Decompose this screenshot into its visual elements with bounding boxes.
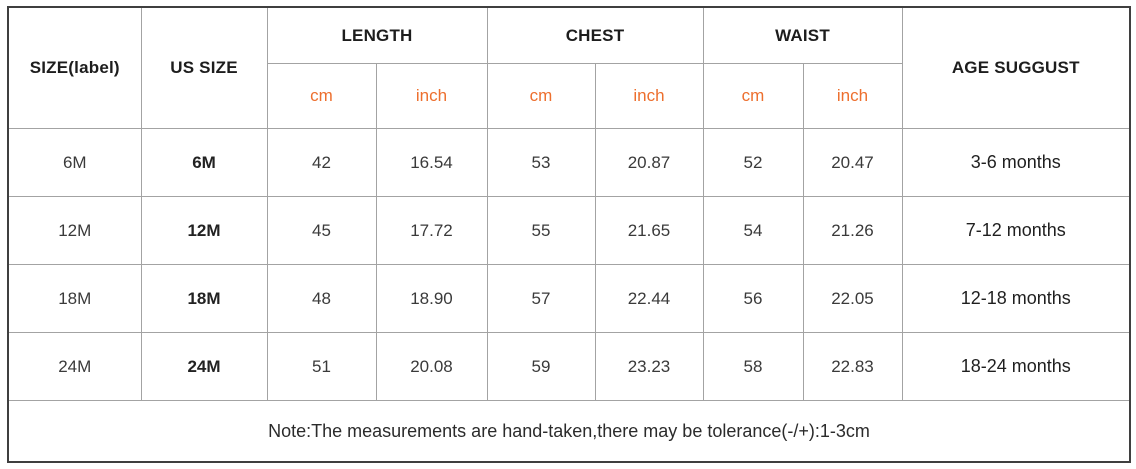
cell-waist-cm: 56: [702, 264, 804, 333]
header-waist: WAIST: [702, 6, 903, 64]
header-size-label: SIZE(label): [7, 6, 142, 129]
cell-length-cm: 42: [266, 128, 377, 197]
cell-us-size: 18M: [140, 264, 268, 333]
note-row: Note:The measurements are hand-taken,the…: [7, 400, 1131, 463]
cell-waist-inch: 20.47: [802, 128, 903, 197]
cell-chest-cm: 53: [486, 128, 596, 197]
cell-chest-cm: 57: [486, 264, 596, 333]
cell-waist-inch: 21.26: [802, 196, 903, 265]
header-length: LENGTH: [266, 6, 488, 64]
size-chart-table: SIZE(label) US SIZE LENGTH CHEST WAIST A…: [7, 6, 1131, 463]
header-unit-row: cm inch cm inch cm inch: [8, 63, 1130, 129]
cell-chest-inch: 21.65: [594, 196, 704, 265]
cell-length-cm: 48: [266, 264, 377, 333]
note-text: Note:The measurements are hand-taken,the…: [7, 400, 1131, 463]
cell-us-size: 6M: [140, 128, 268, 197]
header-us-size: US SIZE: [140, 6, 268, 129]
unit-inch-chest: inch: [594, 63, 704, 129]
cell-size-label: 18M: [7, 264, 142, 333]
cell-waist-inch: 22.05: [802, 264, 903, 333]
cell-length-inch: 16.54: [375, 128, 488, 197]
header-chest: CHEST: [486, 6, 704, 64]
cell-waist-cm: 54: [702, 196, 804, 265]
table-row-24m: 24M 24M 51 20.08 59 23.23 58 22.83 18-24…: [7, 332, 1131, 401]
header-group-row: SIZE(label) US SIZE LENGTH CHEST WAIST A…: [7, 6, 1131, 129]
cell-chest-cm: 55: [486, 196, 596, 265]
cell-length-inch: 18.90: [375, 264, 488, 333]
cell-chest-cm: 59: [486, 332, 596, 401]
unit-inch-length: inch: [375, 63, 488, 129]
cell-chest-inch: 23.23: [594, 332, 704, 401]
cell-waist-cm: 58: [702, 332, 804, 401]
cell-age-suggest: 18-24 months: [901, 332, 1131, 401]
cell-chest-inch: 22.44: [594, 264, 704, 333]
table-row-12m: 12M 12M 45 17.72 55 21.65 54 21.26 7-12 …: [7, 196, 1131, 265]
cell-size-label: 24M: [7, 332, 142, 401]
table-row-18m: 18M 18M 48 18.90 57 22.44 56 22.05 12-18…: [7, 264, 1131, 333]
cell-length-inch: 17.72: [375, 196, 488, 265]
table-row-6m: 6M 6M 42 16.54 53 20.87 52 20.47 3-6 mon…: [7, 128, 1131, 197]
cell-size-label: 6M: [7, 128, 142, 197]
cell-length-cm: 45: [266, 196, 377, 265]
unit-inch-waist: inch: [802, 63, 903, 129]
cell-age-suggest: 12-18 months: [901, 264, 1131, 333]
cell-us-size: 24M: [140, 332, 268, 401]
cell-length-inch: 20.08: [375, 332, 488, 401]
cell-waist-cm: 52: [702, 128, 804, 197]
cell-size-label: 12M: [7, 196, 142, 265]
cell-age-suggest: 3-6 months: [901, 128, 1131, 197]
cell-age-suggest: 7-12 months: [901, 196, 1131, 265]
unit-cm-waist: cm: [702, 63, 804, 129]
cell-us-size: 12M: [140, 196, 268, 265]
unit-cm-length: cm: [266, 63, 377, 129]
cell-waist-inch: 22.83: [802, 332, 903, 401]
unit-cm-chest: cm: [486, 63, 596, 129]
header-age-suggest: AGE SUGGUST: [901, 6, 1131, 129]
cell-chest-inch: 20.87: [594, 128, 704, 197]
cell-length-cm: 51: [266, 332, 377, 401]
